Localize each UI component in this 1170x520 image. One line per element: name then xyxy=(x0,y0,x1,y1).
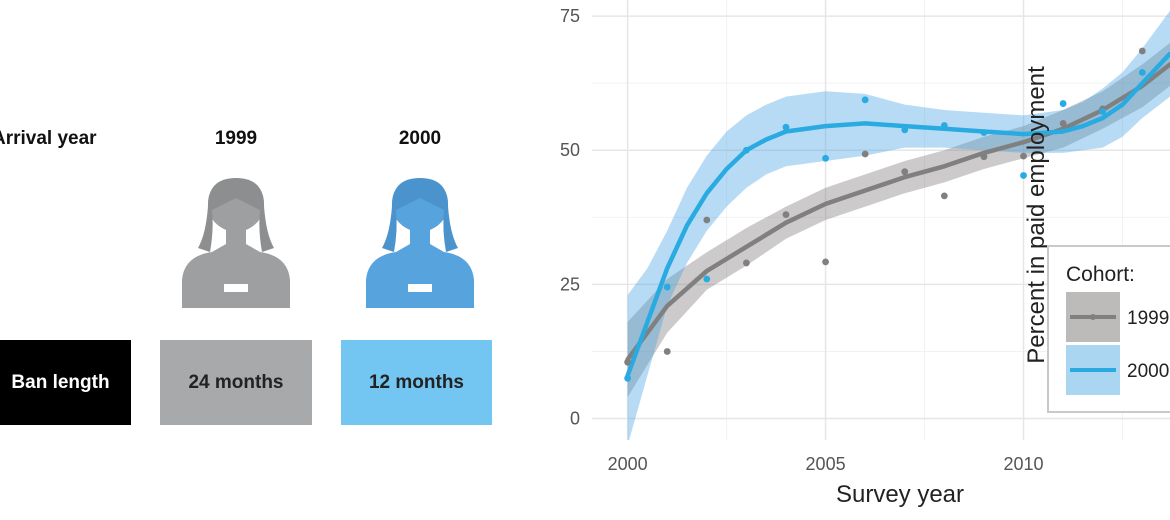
ban-1999-box: 24 months xyxy=(160,340,312,425)
arrival-year-label: Arrival year xyxy=(0,128,97,149)
y-tick-label: 75 xyxy=(560,6,580,26)
y-tick-label: 0 xyxy=(570,409,580,429)
y-axis-label: Percent in paid employment xyxy=(1023,66,1050,364)
data-point-2000 xyxy=(742,146,750,154)
data-point-1999 xyxy=(901,168,909,176)
y-tick-labels: 0 25 50 75 xyxy=(560,6,580,428)
legend-entry-2000: 2000 xyxy=(1127,361,1169,382)
data-point-2000 xyxy=(861,96,869,104)
data-point-1999 xyxy=(624,358,632,366)
data-point-2000 xyxy=(782,123,790,131)
confidence-band-2000 xyxy=(627,10,1170,440)
fit-line-1999 xyxy=(625,62,1170,362)
legend: Cohort: 1999 2000 xyxy=(1047,245,1170,413)
employment-chart: 0 25 50 75 2000 2005 2010 Survey year Percent… xyxy=(560,0,1170,508)
data-point-2000 xyxy=(624,374,632,382)
fit-lines xyxy=(625,51,1170,378)
data-point-1999 xyxy=(703,216,711,224)
data-point-2000 xyxy=(822,154,829,162)
data-point-2000 xyxy=(1138,69,1146,76)
data-point-1999 xyxy=(1059,120,1067,127)
data-point-1999 xyxy=(1138,47,1146,55)
cohort-comparison-panel: Arrival year 1999 2000 Ban length 24 mon… xyxy=(0,0,510,520)
legend-entry-1999: 1999 xyxy=(1127,308,1169,329)
ban-2000-box: 12 months xyxy=(341,340,492,425)
y-tick-label: 25 xyxy=(560,274,580,294)
data-point-2000 xyxy=(1099,108,1107,116)
data-point-1999 xyxy=(1020,152,1027,160)
data-point-1999 xyxy=(940,192,948,200)
data-points xyxy=(624,47,1146,382)
legend-title: Cohort: xyxy=(1066,263,1135,286)
fit-line-2000 xyxy=(625,51,1170,378)
data-point-2000 xyxy=(980,129,988,136)
data-point-1999 xyxy=(861,150,869,158)
x-axis-label: Survey year xyxy=(836,481,964,508)
x-tick-label: 2005 xyxy=(806,454,846,474)
x-tick-label: 2000 xyxy=(608,454,648,474)
data-point-2000 xyxy=(901,126,909,134)
data-point-2000 xyxy=(703,275,711,283)
data-point-1999 xyxy=(782,211,790,219)
legend-key-1999-point xyxy=(1090,314,1096,320)
ban-length-label: Ban length xyxy=(0,340,131,425)
y-tick-label: 50 xyxy=(560,140,580,160)
data-point-1999 xyxy=(742,259,750,267)
cohort-2000-year: 2000 xyxy=(398,128,442,149)
person-icon xyxy=(182,178,290,308)
x-tick-labels: 2000 2005 2010 xyxy=(608,454,1044,474)
data-point-1999 xyxy=(980,153,988,161)
data-point-1999 xyxy=(822,258,829,266)
data-point-1999 xyxy=(663,348,671,355)
person-icon xyxy=(366,178,474,308)
data-point-2000 xyxy=(1059,100,1067,107)
data-point-2000 xyxy=(663,283,671,291)
data-point-2000 xyxy=(940,122,948,129)
x-tick-label: 2010 xyxy=(1003,454,1043,474)
data-point-2000 xyxy=(1020,172,1027,179)
cohort-1999-year: 1999 xyxy=(214,128,258,149)
